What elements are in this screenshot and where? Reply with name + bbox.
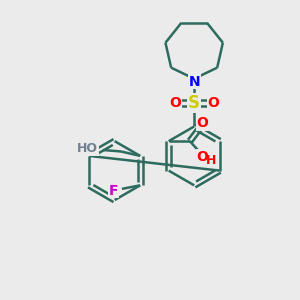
Text: F: F (109, 184, 118, 198)
Text: HO: HO (77, 142, 98, 155)
Text: N: N (188, 75, 200, 89)
Text: S: S (188, 94, 200, 112)
Text: O: O (169, 96, 181, 110)
Text: H: H (206, 154, 217, 166)
Text: O: O (207, 96, 219, 110)
Text: O: O (196, 150, 208, 164)
Text: O: O (196, 116, 208, 130)
